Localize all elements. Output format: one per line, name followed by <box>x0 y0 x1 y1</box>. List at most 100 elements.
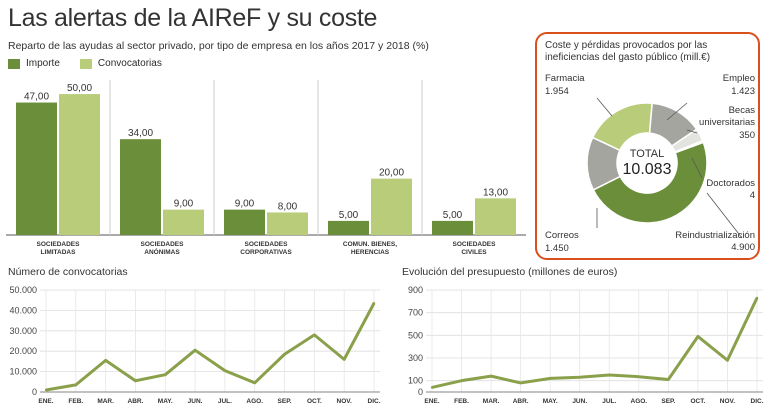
x-tick-label: MAR. <box>97 398 114 405</box>
bar-value-label: 5,00 <box>443 210 463 221</box>
x-tick-label: OCT. <box>307 398 322 405</box>
donut-label-value: 350 <box>739 130 755 141</box>
x-tick-label: SEP. <box>661 398 675 405</box>
x-tick-label: JUN. <box>572 398 587 405</box>
data-point <box>667 378 670 381</box>
bar-value-label: 34,00 <box>128 128 153 139</box>
data-point <box>342 358 346 361</box>
x-tick-label: AGO. <box>631 398 648 405</box>
donut-total-label: TOTAL <box>630 148 664 160</box>
data-point <box>578 376 581 379</box>
donut-label-value: 1.954 <box>545 86 569 97</box>
bar-value-label: 5,00 <box>339 210 359 221</box>
y-tick-label: 50.000 <box>9 285 37 295</box>
donut-slice <box>673 139 705 154</box>
data-point <box>223 369 227 372</box>
data-point <box>608 373 611 377</box>
data-point <box>548 377 552 380</box>
y-tick-label: 900 <box>408 285 423 295</box>
series-line <box>45 302 376 392</box>
donut-total-value: 10.083 <box>623 161 672 178</box>
data-point <box>44 388 48 392</box>
line-chart-convocatorias: 0 10.000 20.000 30.000 40.000 50.000 ENE. FEB. M… <box>9 285 381 405</box>
donut-leader-line <box>596 97 613 117</box>
donut-panel: Coste y pérdidas provocados por las inef… <box>535 32 760 260</box>
bar-category-label: SOCIEDADES LIMITADAS <box>37 241 81 256</box>
x-tick-label: DIC. <box>368 398 381 405</box>
legend-label-convocatorias: Convocatorias <box>97 58 162 69</box>
donut-label-value: 1.450 <box>545 243 569 254</box>
y-tick-label: 500 <box>408 330 423 340</box>
data-point <box>164 373 167 376</box>
donut-label-name: Correos <box>545 230 579 241</box>
x-tick-label: NOV. <box>720 398 735 405</box>
x-tick-label: DIC. <box>751 398 764 405</box>
donut-label-value: 4.900 <box>731 242 755 253</box>
donut-hole <box>618 134 676 192</box>
y-tick-label: 30.000 <box>9 326 37 336</box>
line-chart-1-title: Número de convocatorias <box>8 266 128 278</box>
legend-swatch-importe <box>8 58 20 69</box>
data-point <box>313 333 316 337</box>
line-chart-2-title: Evolución del presupuesto (millones de e… <box>402 266 618 278</box>
x-tick-label: JUN. <box>188 398 203 405</box>
y-tick-label: 0 <box>418 387 423 397</box>
y-tick-label: 40.000 <box>9 305 37 315</box>
legend-swatch-convocatorias <box>79 58 92 69</box>
bar-value-label: 50,00 <box>67 83 92 94</box>
data-point <box>726 359 729 362</box>
data-point <box>134 379 137 382</box>
x-tick-label: MAR. <box>483 398 500 405</box>
donut-label-name: Becas universitarias <box>699 105 755 128</box>
data-point <box>372 302 376 305</box>
data-point <box>755 296 759 300</box>
x-tick-label: NOV. <box>337 398 352 405</box>
x-tick-label: MAY. <box>158 398 173 405</box>
bar-importe <box>224 209 265 235</box>
bar-convocatorias <box>475 198 516 235</box>
donut-label-name: Reindustrialización <box>675 230 755 241</box>
data-point <box>193 348 197 352</box>
donut-leader-line <box>706 192 743 239</box>
x-tick-label: OCT. <box>691 398 706 405</box>
x-tick-label: JUL. <box>218 398 232 405</box>
donut-leader-line <box>686 129 698 134</box>
bar-importe <box>328 220 369 235</box>
y-tick-label: 10.000 <box>9 367 37 377</box>
x-tick-label: ABR. <box>513 398 529 405</box>
donut-leader-line <box>666 102 688 121</box>
data-point <box>430 386 434 389</box>
legend-label-importe: Importe <box>26 58 60 69</box>
x-tick-label: FEB. <box>454 398 469 405</box>
y-tick-label: 0 <box>32 387 37 397</box>
bar-category-label: SOCIEDADES CORPORATIVAS <box>240 241 292 256</box>
data-point <box>460 379 463 382</box>
donut-label-name: Doctorados <box>706 178 755 189</box>
data-point <box>104 359 107 362</box>
bar-value-label: 47,00 <box>24 92 49 103</box>
bar-chart-legend: Importe Convocatorias <box>8 58 176 69</box>
bar-category-label: SOCIEDADES ANÓNIMAS <box>141 241 185 256</box>
bar-chart: 47,00 50,00 SOCIEDADES LIMITADAS 34,00 9,00 SO… <box>6 80 526 256</box>
bar-convocatorias <box>59 94 100 235</box>
donut-label-value: 1.423 <box>731 86 755 97</box>
bar-category-label: SOCIEDADES CIVILES <box>453 241 497 256</box>
page-title: Las alertas de la AIReF y su coste <box>8 4 378 32</box>
x-tick-label: SEP. <box>278 398 292 405</box>
data-point <box>696 335 700 338</box>
y-tick-label: 300 <box>408 353 423 363</box>
x-tick-label: ENE. <box>38 398 53 405</box>
bar-value-label: 9,00 <box>174 199 194 210</box>
bar-importe <box>432 220 473 235</box>
x-tick-label: ABR. <box>128 398 144 405</box>
donut-leader-line <box>691 157 703 179</box>
data-point <box>519 381 522 385</box>
data-point <box>283 353 286 356</box>
bar-category-label: COMUN. BIENES, HERENCIAS <box>343 241 397 256</box>
data-point <box>489 374 493 378</box>
donut-label-value: 4 <box>750 190 755 201</box>
x-tick-label: JUL. <box>602 398 616 405</box>
x-tick-label: MAY. <box>543 398 558 405</box>
bar-value-label: 13,00 <box>483 187 508 198</box>
